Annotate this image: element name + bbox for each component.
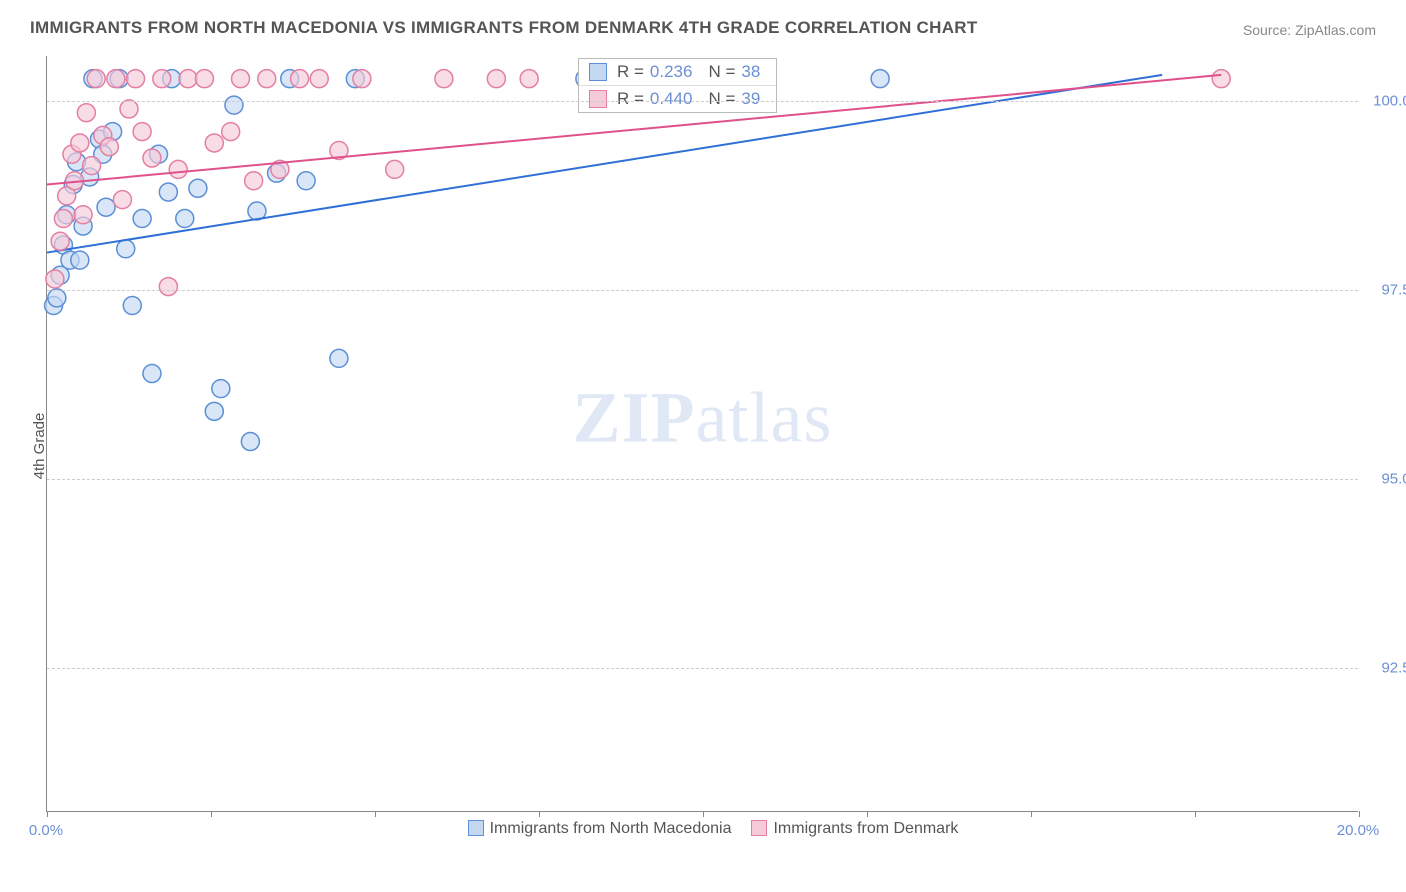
data-point [83,157,101,175]
x-tick-mark [1195,811,1196,817]
data-point [222,123,240,141]
data-point [77,104,95,122]
legend-n-label: N = [708,89,735,109]
chart-title: IMMIGRANTS FROM NORTH MACEDONIA VS IMMIG… [30,18,978,38]
data-point [195,70,213,88]
data-point [97,198,115,216]
gridline [47,101,1358,102]
data-point [143,365,161,383]
data-point [310,70,328,88]
legend-swatch [589,63,607,81]
data-point [123,296,141,314]
x-tick-mark [375,811,376,817]
data-point [297,172,315,190]
data-point [176,210,194,228]
data-point [1212,70,1230,88]
gridline [47,290,1358,291]
data-point [291,70,309,88]
data-point [143,149,161,167]
data-point [258,70,276,88]
data-point [353,70,371,88]
data-point [520,70,538,88]
data-point [54,210,72,228]
source-attribution: Source: ZipAtlas.com [1243,22,1376,38]
data-point [241,433,259,451]
plot-svg [47,56,1358,811]
data-point [48,289,66,307]
data-point [330,349,348,367]
data-point [133,123,151,141]
legend-r-value: 0.440 [650,89,693,109]
data-point [232,70,250,88]
legend-series-name: Immigrants from Denmark [773,820,958,837]
source-label: Source: [1243,22,1291,38]
y-tick-label: 100.0% [1364,93,1406,110]
data-point [51,232,69,250]
gridline [47,479,1358,480]
data-point [113,191,131,209]
data-point [87,70,105,88]
y-tick-label: 92.5% [1364,660,1406,677]
legend-swatch [751,820,767,836]
data-point [245,172,263,190]
data-point [212,380,230,398]
data-point [46,270,64,288]
legend-n-label: N = [708,62,735,82]
data-point [169,160,187,178]
legend-swatch [468,820,484,836]
legend-n-value: 38 [741,62,760,82]
data-point [179,70,197,88]
x-tick-mark [539,811,540,817]
legend-n-value: 39 [741,89,760,109]
x-tick-mark [867,811,868,817]
x-tick-mark [211,811,212,817]
data-point [107,70,125,88]
x-tick-mark [1031,811,1032,817]
x-tick-mark [1359,811,1360,817]
series-legend: Immigrants from North Macedonia Immigrant… [0,820,1406,838]
x-tick-mark [47,811,48,817]
legend-swatch [589,90,607,108]
legend-row: R = 0.236 N = 38 [579,59,776,86]
data-point [117,240,135,258]
data-point [225,96,243,114]
data-point [487,70,505,88]
data-point [71,134,89,152]
data-point [71,251,89,269]
data-point [189,179,207,197]
data-point [127,70,145,88]
legend-r-label: R = [617,62,644,82]
scatter-plot-area: ZIPatlas R =0.236N =38R =0.440N =39 92.5… [46,56,1358,812]
data-point [205,134,223,152]
data-point [133,210,151,228]
data-point [205,402,223,420]
data-point [386,160,404,178]
data-point [120,100,138,118]
data-point [153,70,171,88]
gridline [47,668,1358,669]
data-point [435,70,453,88]
legend-r-value: 0.236 [650,62,693,82]
data-point [159,278,177,296]
data-point [100,138,118,156]
data-point [159,183,177,201]
y-tick-label: 95.0% [1364,471,1406,488]
x-tick-mark [703,811,704,817]
legend-row: R = 0.440 N = 39 [579,86,776,112]
data-point [871,70,889,88]
legend-series-name: Immigrants from North Macedonia [490,820,732,837]
legend-r-label: R = [617,89,644,109]
source-name: ZipAtlas.com [1295,22,1376,38]
data-point [74,206,92,224]
correlation-legend: R = 0.236 N = 38 R = 0.440 N = 39 [578,58,777,113]
y-tick-label: 97.5% [1364,282,1406,299]
